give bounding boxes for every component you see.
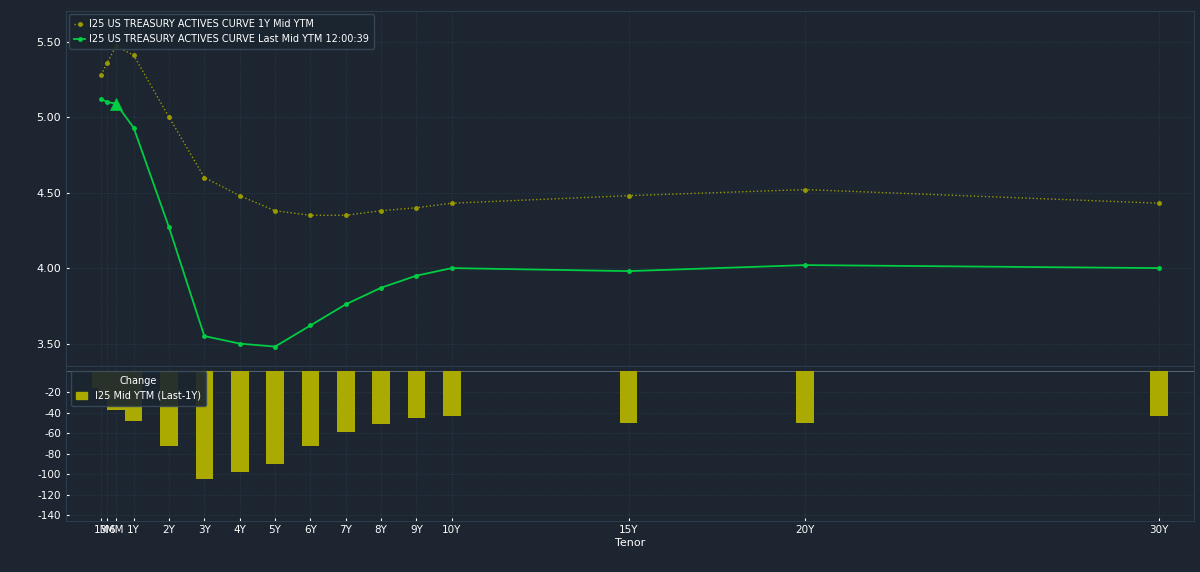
I25 US TREASURY ACTIVES CURVE Last Mid YTM 12:00:39 [338, 301, 353, 308]
Bar [443, 371, 461, 416]
I25 US TREASURY ACTIVES CURVE 1Y Mid YTM [268, 207, 282, 214]
I25 US TREASURY ACTIVES CURVE 1Y Mid YTM [94, 72, 108, 78]
Bar [337, 371, 354, 432]
Bar [125, 371, 143, 421]
Bar [266, 371, 284, 464]
I25 US TREASURY ACTIVES CURVE Last Mid YTM 12:00:39 [109, 100, 124, 107]
I25 US TREASURY ACTIVES CURVE Last Mid YTM 12:00:39 [268, 343, 282, 350]
I25 US TREASURY ACTIVES CURVE Last Mid YTM 12:00:39 [798, 261, 812, 268]
I25 US TREASURY ACTIVES CURVE Last Mid YTM 12:00:39 [233, 340, 247, 347]
Bar [230, 371, 248, 472]
I25 US TREASURY ACTIVES CURVE Last Mid YTM 12:00:39 [162, 224, 176, 231]
I25 US TREASURY ACTIVES CURVE 1Y Mid YTM [798, 186, 812, 193]
I25 US TREASURY ACTIVES CURVE 1Y Mid YTM [444, 200, 458, 206]
Bar [98, 371, 116, 398]
I25 US TREASURY ACTIVES CURVE 1Y Mid YTM [162, 114, 176, 121]
Bar [372, 371, 390, 424]
I25 US TREASURY ACTIVES CURVE Last Mid YTM 12:00:39 [304, 322, 318, 329]
I25 US TREASURY ACTIVES CURVE 1Y Mid YTM [109, 43, 124, 50]
I25 US TREASURY ACTIVES CURVE 1Y Mid YTM [126, 52, 140, 59]
Bar [408, 371, 425, 418]
I25 US TREASURY ACTIVES CURVE Last Mid YTM 12:00:39 [126, 124, 140, 131]
I25 US TREASURY ACTIVES CURVE Last Mid YTM 12:00:39 [622, 268, 636, 275]
Bar [196, 371, 214, 479]
I25 US TREASURY ACTIVES CURVE 1Y Mid YTM [1152, 200, 1166, 206]
I25 US TREASURY ACTIVES CURVE 1Y Mid YTM [374, 207, 389, 214]
Bar [92, 371, 110, 388]
I25 US TREASURY ACTIVES CURVE 1Y Mid YTM [197, 174, 211, 181]
I25 US TREASURY ACTIVES CURVE Last Mid YTM 12:00:39 [1152, 265, 1166, 272]
Bar [797, 371, 814, 423]
Bar [160, 371, 178, 447]
I25 US TREASURY ACTIVES CURVE 1Y Mid YTM [338, 212, 353, 219]
I25 US TREASURY ACTIVES CURVE Last Mid YTM 12:00:39 [444, 265, 458, 272]
Line: I25 US TREASURY ACTIVES CURVE Last Mid YTM 12:00:39: I25 US TREASURY ACTIVES CURVE Last Mid Y… [100, 97, 1160, 348]
X-axis label: Tenor: Tenor [614, 538, 646, 548]
Legend: I25 Mid YTM (Last-1Y): I25 Mid YTM (Last-1Y) [71, 371, 206, 406]
I25 US TREASURY ACTIVES CURVE Last Mid YTM 12:00:39 [374, 284, 389, 291]
Bar [1150, 371, 1168, 416]
I25 US TREASURY ACTIVES CURVE Last Mid YTM 12:00:39 [94, 96, 108, 102]
I25 US TREASURY ACTIVES CURVE 1Y Mid YTM [409, 204, 424, 211]
Line: I25 US TREASURY ACTIVES CURVE 1Y Mid YTM: I25 US TREASURY ACTIVES CURVE 1Y Mid YTM [100, 45, 1160, 217]
Bar [619, 371, 637, 423]
I25 US TREASURY ACTIVES CURVE Last Mid YTM 12:00:39 [197, 333, 211, 340]
Bar [107, 371, 125, 411]
Legend: I25 US TREASURY ACTIVES CURVE 1Y Mid YTM, I25 US TREASURY ACTIVES CURVE Last Mid: I25 US TREASURY ACTIVES CURVE 1Y Mid YTM… [68, 14, 374, 49]
I25 US TREASURY ACTIVES CURVE 1Y Mid YTM [622, 192, 636, 199]
I25 US TREASURY ACTIVES CURVE Last Mid YTM 12:00:39 [100, 98, 114, 105]
I25 US TREASURY ACTIVES CURVE 1Y Mid YTM [233, 192, 247, 199]
Bar [301, 371, 319, 447]
I25 US TREASURY ACTIVES CURVE Last Mid YTM 12:00:39 [409, 272, 424, 279]
I25 US TREASURY ACTIVES CURVE 1Y Mid YTM [304, 212, 318, 219]
I25 US TREASURY ACTIVES CURVE 1Y Mid YTM [100, 59, 114, 66]
